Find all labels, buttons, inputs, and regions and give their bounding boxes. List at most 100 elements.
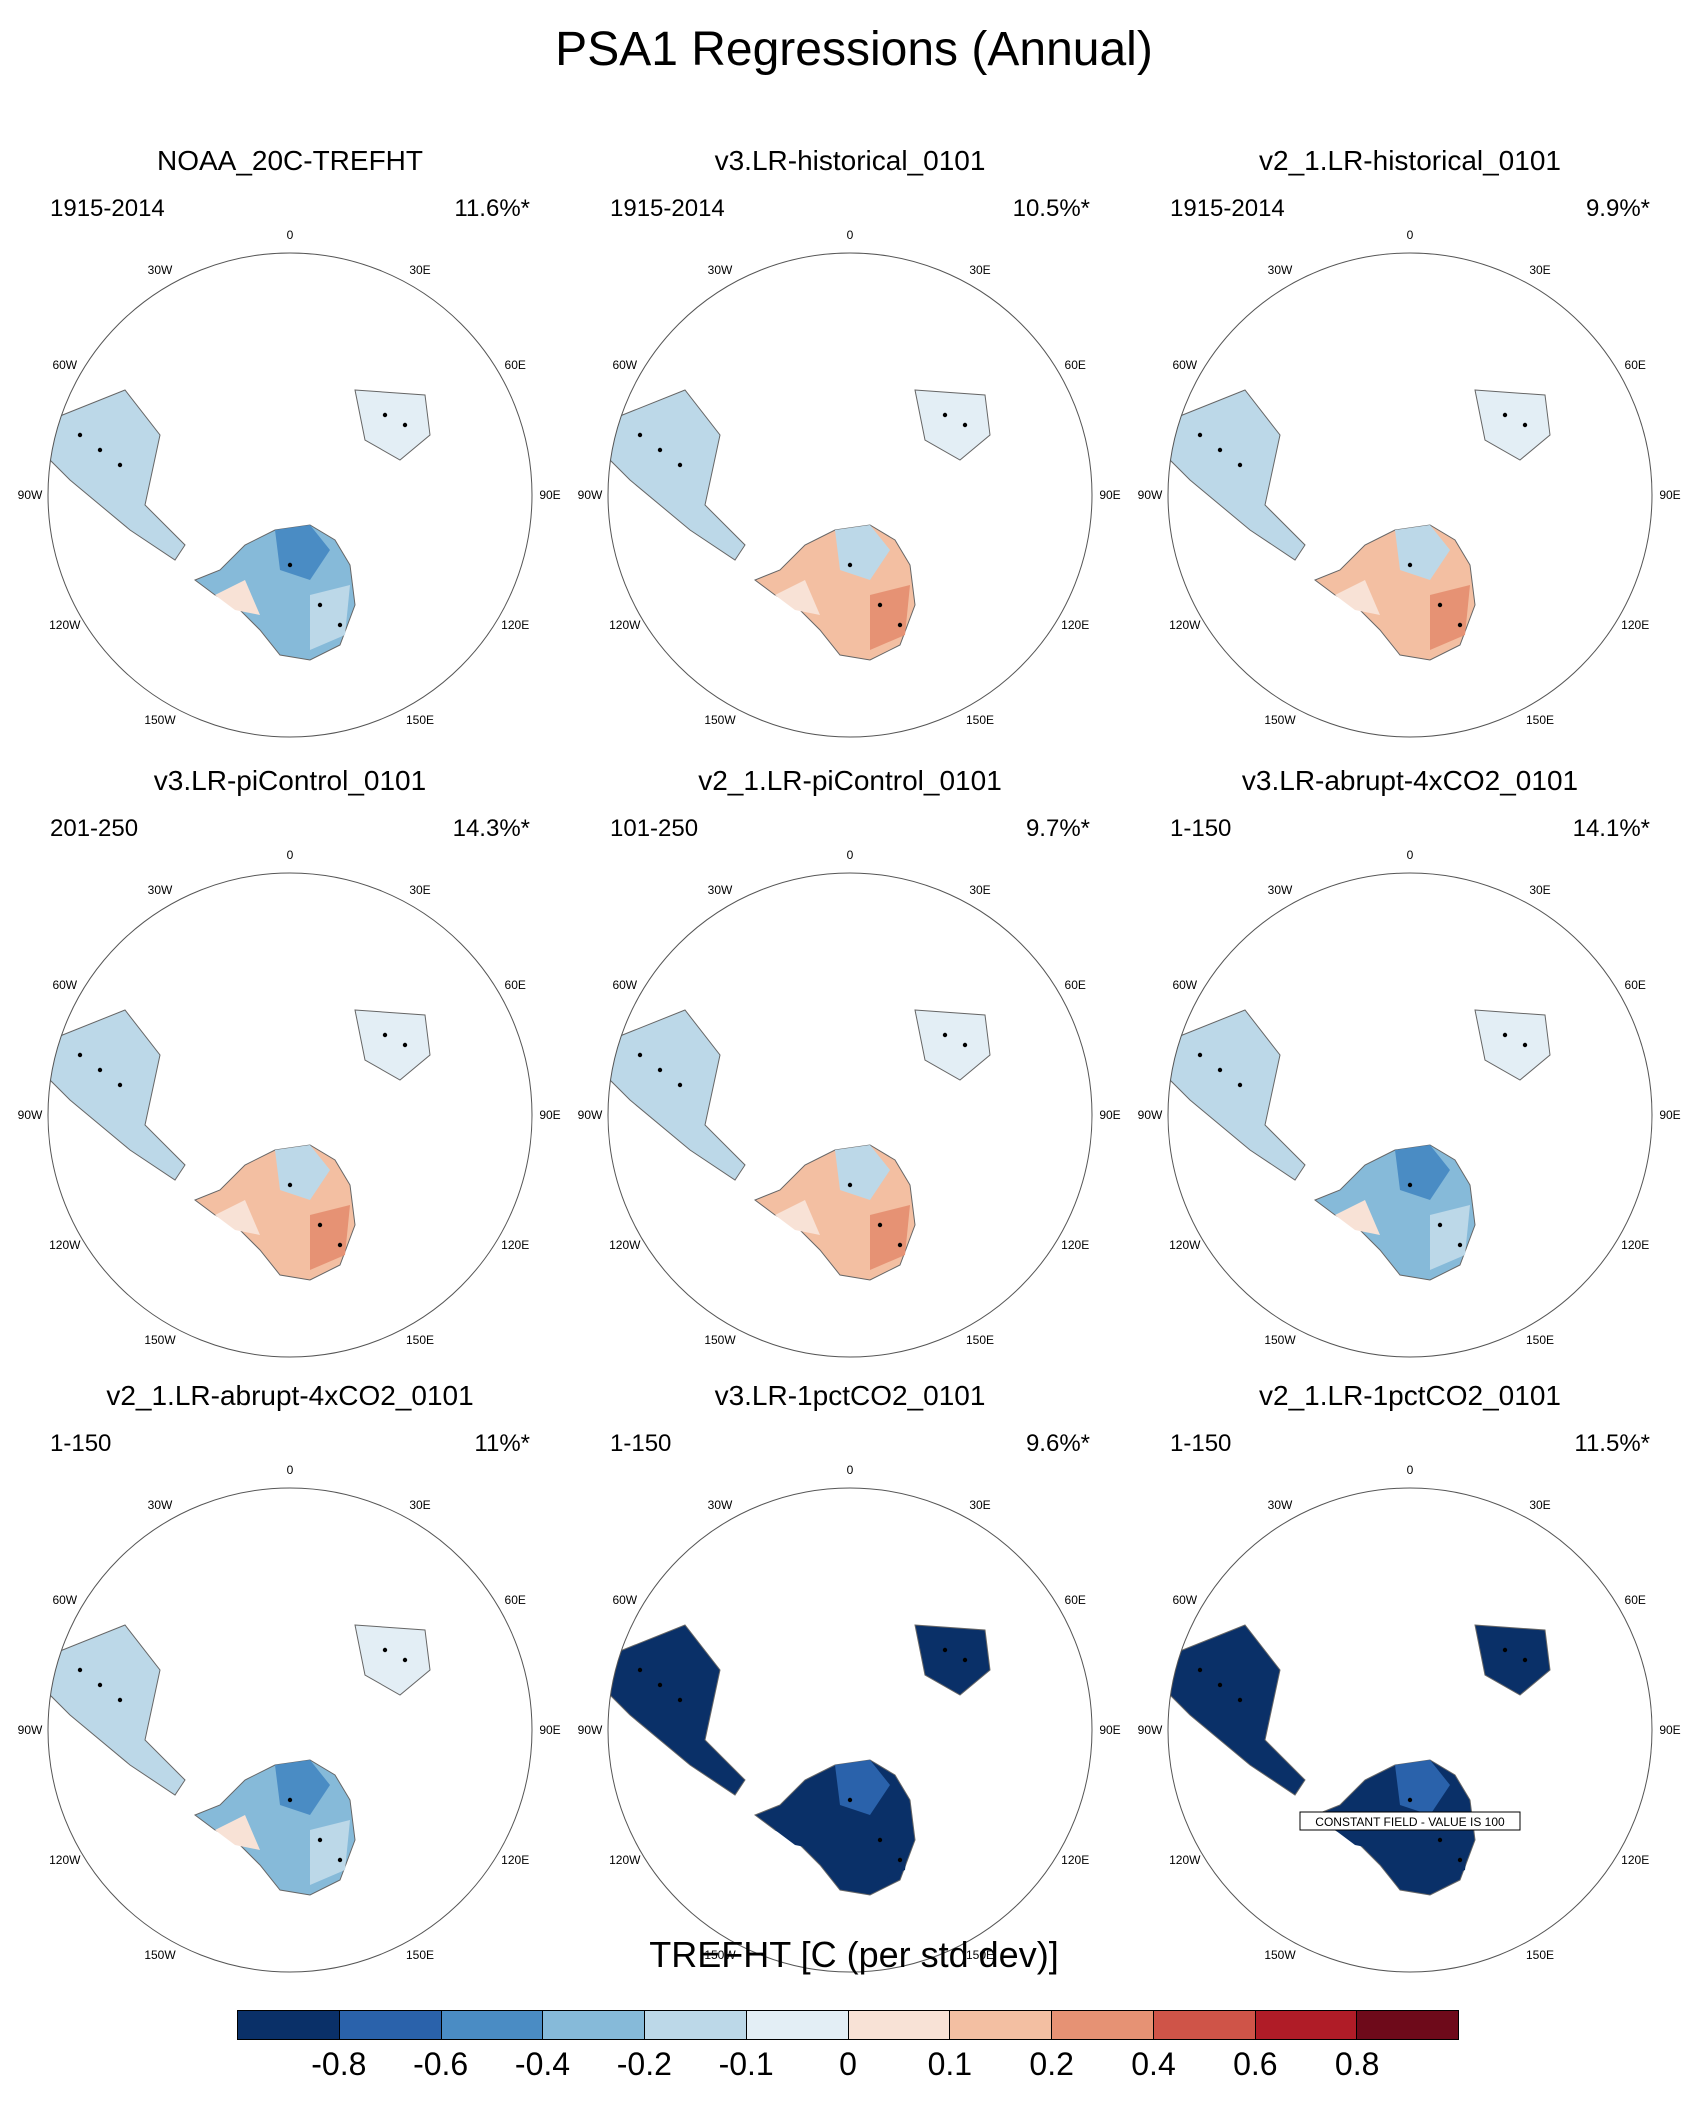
longitude-label: 150E [406, 713, 434, 727]
longitude-label: 0 [847, 848, 854, 862]
panel-title: v2_1.LR-abrupt-4xCO2_0101 [106, 1380, 474, 1411]
panel-variance-pct: 11.5%* [1574, 1430, 1650, 1457]
panel-title: v3.LR-1pctCO2_0101 [714, 1380, 986, 1411]
significance-dot [1197, 432, 1203, 438]
longitude-label: 30W [148, 263, 173, 277]
map-boundary [607, 252, 1093, 738]
map-panel: v3.LR-historical_0101 1915-2014 10.5%* 0 30E… [570, 145, 1130, 745]
significance-dot [402, 422, 408, 428]
longitude-label: 30E [969, 263, 990, 277]
longitude-label: 60E [1065, 1593, 1086, 1607]
significance-dot [1217, 1067, 1223, 1073]
longitude-label: 120E [1621, 1853, 1649, 1867]
longitude-label: 90W [578, 1723, 603, 1737]
antarctica-subregion [870, 1205, 910, 1270]
longitude-label: 90E [539, 488, 560, 502]
colorbar-tick-label: 0 [839, 2046, 857, 2082]
longitude-label: 90E [1099, 1108, 1120, 1122]
longitude-label: 120W [1169, 1238, 1201, 1252]
panel-title: v3.LR-piControl_0101 [153, 765, 427, 796]
significance-dot [402, 1042, 408, 1048]
antarctica-subregion [310, 1205, 350, 1270]
significance-dot [287, 562, 293, 568]
longitude-label: 30W [708, 883, 733, 897]
polar-map: 030E60E90E120E150E180150W120W90W60W30W [1138, 848, 1681, 1358]
longitude-label: 0 [287, 848, 294, 862]
longitude-label: 120W [609, 1853, 641, 1867]
antarctica-subregion [1430, 585, 1470, 650]
colorbar-tick-label: -0.1 [718, 2046, 774, 2082]
colorbar-tick-label: 0.6 [1233, 2046, 1278, 2082]
longitude-label: 30W [708, 1498, 733, 1512]
longitude-label: 30E [409, 883, 430, 897]
south-america-region [48, 1624, 186, 1796]
significance-dot [677, 1082, 683, 1088]
significance-dot [1457, 622, 1463, 628]
panel-variance-pct: 9.6%* [1025, 1430, 1090, 1457]
longitude-label: 90E [1099, 1723, 1120, 1737]
longitude-label: 120E [501, 1853, 529, 1867]
significance-dot [1522, 422, 1528, 428]
colorbar-cell [238, 2011, 340, 2039]
longitude-label: 90W [18, 1723, 43, 1737]
africa-region [354, 389, 431, 461]
significance-dot [1217, 1682, 1223, 1688]
africa-region [914, 1009, 991, 1081]
longitude-label: 150E [1526, 1333, 1554, 1347]
longitude-label: 150W [704, 1948, 736, 1962]
significance-dot [1437, 1222, 1443, 1228]
panel-years: 1-150 [1170, 815, 1232, 842]
map-boundary [1167, 872, 1653, 1358]
longitude-label: 60W [1172, 358, 1197, 372]
map-panel: NOAA_20C-TREFHT 1915-2014 11.6%* 0 30E 60E 90E… [10, 145, 570, 745]
longitude-label: 90E [539, 1723, 560, 1737]
significance-dot [962, 1042, 968, 1048]
colorbar-tick-label: 0.2 [1029, 2046, 1074, 2082]
longitude-label: 60W [612, 1593, 637, 1607]
antarctica-subregion [215, 580, 260, 615]
longitude-label: 150W [144, 713, 176, 727]
africa-region [1474, 1009, 1551, 1081]
longitude-label: 150W [1264, 1948, 1296, 1962]
significance-dot [847, 562, 853, 568]
panel-years: 101-250 [610, 815, 699, 842]
significance-dot [447, 712, 453, 718]
significance-dot [287, 1797, 293, 1803]
longitude-label: 90W [1138, 1723, 1163, 1737]
map-panel: v2_1.LR-historical_0101 1915-2014 9.9%* 0 30… [1130, 145, 1690, 745]
significance-dot [117, 1697, 123, 1703]
map-boundary [47, 1487, 533, 1973]
significance-dot [337, 1242, 343, 1248]
longitude-label: 30E [1529, 263, 1550, 277]
longitude-label: 60W [1172, 978, 1197, 992]
longitude-label: 120E [501, 618, 529, 632]
significance-dot [337, 622, 343, 628]
significance-dot [1597, 1347, 1603, 1353]
map-boundary [1167, 252, 1653, 738]
longitude-label: 0 [847, 228, 854, 242]
significance-dot [637, 1667, 643, 1673]
polar-map: 030E60E90E120E150E180150W120W90W60W30W [1138, 228, 1681, 738]
longitude-label: 120W [49, 618, 81, 632]
significance-dot [657, 447, 663, 453]
colorbar-tick-label: 0.1 [927, 2046, 973, 2082]
antarctica-subregion [1335, 1200, 1380, 1235]
longitude-label: 120E [1621, 1238, 1649, 1252]
south-america-region [608, 1009, 746, 1181]
antarctica-subregion [870, 1820, 910, 1885]
longitude-label: 120E [1061, 1853, 1089, 1867]
constant-field-note: CONSTANT FIELD - VALUE IS 100 [1315, 1815, 1505, 1829]
antarctica-subregion [310, 585, 350, 650]
significance-dot [1197, 1667, 1203, 1673]
panel-years: 1915-2014 [610, 195, 725, 222]
significance-dot [77, 1667, 83, 1673]
colorbar-cell [1357, 2011, 1458, 2039]
longitude-label: 150W [1264, 1333, 1296, 1347]
panel-variance-pct: 11.6%* [454, 195, 530, 222]
significance-dot [1502, 1032, 1508, 1038]
colorbar-tick-label: -0.8 [311, 2046, 367, 2082]
map-boundary [607, 872, 1093, 1358]
longitude-label: 120W [609, 1238, 641, 1252]
panel-title: v3.LR-historical_0101 [714, 145, 986, 176]
longitude-label: 120W [1169, 1853, 1201, 1867]
